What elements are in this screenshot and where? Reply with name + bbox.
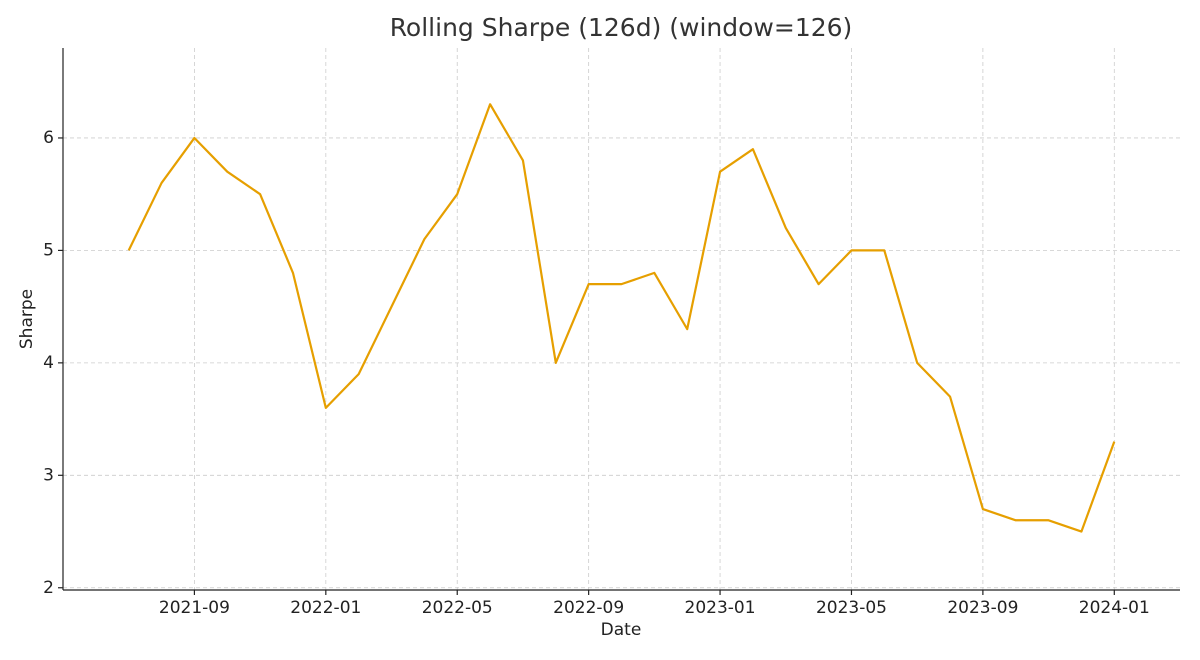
x-tick-label: 2022-05 <box>422 598 493 618</box>
x-axis-label: Date <box>601 620 642 640</box>
x-tick-label: 2023-01 <box>685 598 756 618</box>
x-tick-label: 2022-01 <box>290 598 361 618</box>
y-tick-label: 2 <box>43 578 54 598</box>
x-tick-label: 2023-09 <box>947 598 1018 618</box>
x-tick-label: 2023-05 <box>816 598 887 618</box>
x-tick-label: 2022-09 <box>553 598 624 618</box>
x-tick-label: 2024-01 <box>1079 598 1150 618</box>
y-tick-label: 5 <box>43 240 54 260</box>
x-tick-label: 2021-09 <box>159 598 230 618</box>
chart-title: Rolling Sharpe (126d) (window=126) <box>390 13 853 42</box>
y-tick-label: 4 <box>43 353 54 373</box>
y-tick-label: 6 <box>43 128 54 148</box>
y-tick-label: 3 <box>43 465 54 485</box>
y-axis-label: Sharpe <box>17 289 37 349</box>
line-series <box>127 103 1116 533</box>
